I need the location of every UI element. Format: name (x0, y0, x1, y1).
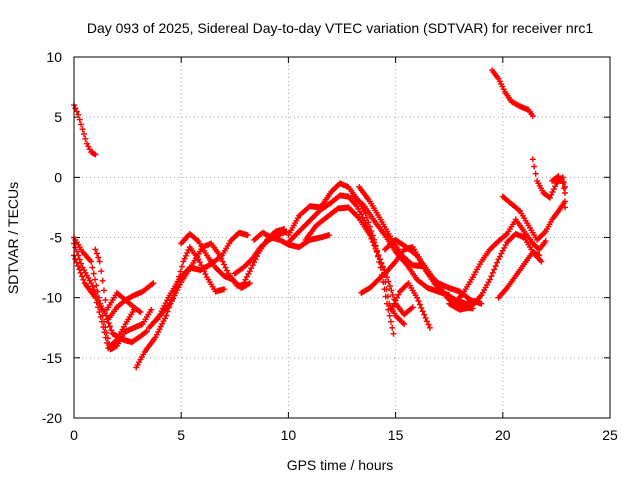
y-tick-label: 5 (54, 109, 62, 125)
series-prn-u (381, 236, 485, 307)
series-prn-v (388, 280, 433, 331)
x-tick-label: 0 (70, 427, 78, 443)
series-markers (499, 193, 568, 243)
x-tick-label: 20 (495, 427, 511, 443)
series-markers (388, 280, 433, 331)
chart-title: Day 093 of 2025, Sidereal Day-to-day VTE… (87, 20, 593, 36)
series-prn-ab (549, 173, 568, 211)
series-markers (302, 204, 416, 318)
series-prn-z (499, 193, 568, 243)
y-axis-label: SDTVAR / TECUs (5, 182, 21, 294)
series-markers (446, 230, 545, 313)
x-tick-label: 15 (388, 427, 404, 443)
y-tick-label: 10 (46, 49, 62, 65)
series-prn-w (446, 230, 545, 313)
series-markers (452, 216, 549, 306)
series-markers (154, 229, 251, 323)
series-markers (381, 236, 485, 307)
x-axis-label: GPS time / hours (287, 457, 394, 473)
series-prn-f (92, 246, 157, 323)
axis-ticks: 0 5 10 15 20 25 -20 -15 -10 -5 0 5 10 (42, 49, 618, 443)
series-markers (349, 192, 453, 299)
series-prn-j (154, 229, 251, 323)
series-markers (549, 173, 568, 211)
series-prn-r (349, 192, 453, 299)
y-tick-label: -15 (42, 350, 62, 366)
series-markers (495, 248, 543, 301)
series-prn-y (495, 248, 543, 301)
y-tick-label: -10 (42, 290, 62, 306)
series-prn-q (302, 204, 416, 318)
series-prn-b (489, 67, 536, 119)
series-markers (105, 289, 144, 316)
x-tick-label: 5 (177, 427, 185, 443)
series-markers (92, 246, 157, 323)
x-tick-label: 10 (281, 427, 297, 443)
series-prn-x (452, 216, 549, 306)
y-tick-label: 0 (54, 169, 62, 185)
y-tick-label: -5 (50, 230, 63, 246)
series-prn-g (105, 289, 144, 316)
y-tick-label: -20 (42, 410, 62, 426)
series-markers (489, 67, 536, 119)
x-tick-label: 25 (602, 427, 618, 443)
plot-frame (73, 56, 611, 419)
